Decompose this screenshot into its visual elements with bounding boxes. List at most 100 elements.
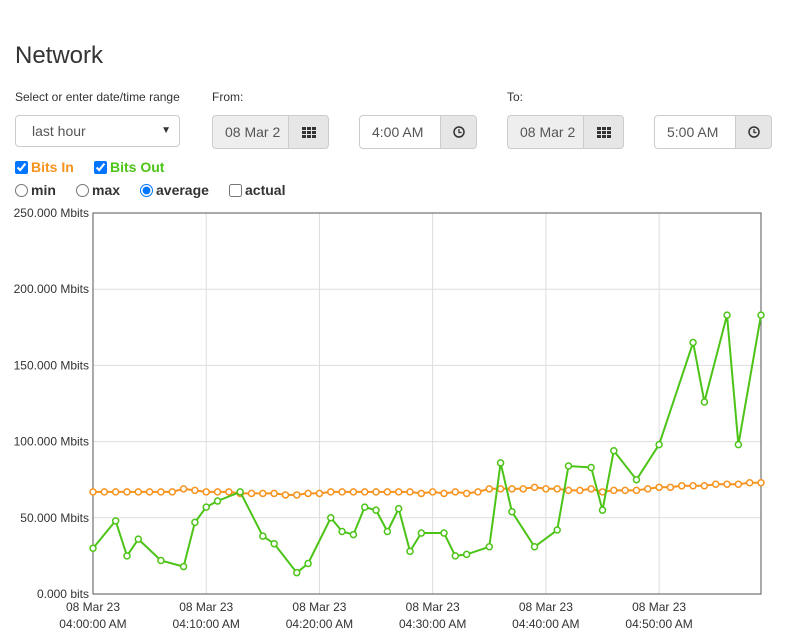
range-select[interactable]: last hour ▼︎ xyxy=(15,115,180,147)
bits-in-point xyxy=(451,488,460,496)
from-date-group: 08 Mar 2 xyxy=(212,115,329,149)
bits-in-point xyxy=(610,486,618,495)
bits-in-point xyxy=(394,488,403,496)
bits-in-point xyxy=(677,482,686,490)
y-tick-label: 150.000 Mbits xyxy=(14,358,89,372)
bits-in-point xyxy=(621,486,629,495)
bits-in-series xyxy=(89,478,765,499)
bits-in-point xyxy=(417,489,426,498)
bits-in-point xyxy=(508,485,516,493)
mode-actual[interactable]: actual xyxy=(229,182,285,198)
bits-in-point xyxy=(406,488,414,496)
x-tick-date: 08 Mar 23 xyxy=(632,600,686,614)
bits-in-point xyxy=(89,488,97,496)
bits-in-point xyxy=(734,480,743,489)
mode-min-radio[interactable] xyxy=(15,183,28,197)
mode-max[interactable]: max xyxy=(76,182,120,198)
bits-in-toggle[interactable]: Bits In xyxy=(15,159,74,175)
bits-out-point xyxy=(191,518,199,527)
plot-border xyxy=(92,212,762,595)
bits-out-point xyxy=(327,514,335,522)
bits-in-point xyxy=(281,491,290,499)
to-date-group: 08 Mar 2 xyxy=(507,115,624,149)
bits-in-point xyxy=(485,485,494,493)
bits-out-point xyxy=(360,503,369,511)
bits-in-point xyxy=(349,488,358,496)
plot-area xyxy=(93,213,761,594)
mode-actual-checkbox[interactable] xyxy=(229,183,242,197)
bits-out-point xyxy=(632,475,641,484)
bits-out-checkbox[interactable] xyxy=(94,160,107,174)
bits-in-point xyxy=(191,486,199,495)
bits-in-point xyxy=(564,486,573,495)
bits-in-point xyxy=(655,483,663,492)
bits-in-point xyxy=(496,485,505,493)
bits-out-point xyxy=(655,440,663,449)
to-label: To: xyxy=(507,90,524,104)
bits-out-point xyxy=(157,556,165,565)
x-tick-date: 08 Mar 23 xyxy=(292,600,346,614)
bits-out-point xyxy=(372,506,380,514)
from-date-input[interactable]: 08 Mar 2 xyxy=(212,115,288,149)
bits-out-point xyxy=(179,562,188,571)
from-clock-button[interactable] xyxy=(440,115,477,149)
bits-out-point xyxy=(111,517,120,525)
bits-out-point xyxy=(700,398,709,406)
bits-out-point xyxy=(349,530,358,539)
bits-out-point xyxy=(496,459,505,467)
y-tick-label: 0.000 bits xyxy=(37,587,89,601)
mode-max-radio[interactable] xyxy=(76,183,89,197)
bits-out-toggle[interactable]: Bits Out xyxy=(94,159,164,175)
bits-in-point xyxy=(644,485,652,493)
bits-out-point xyxy=(553,526,561,534)
from-label: From: xyxy=(212,90,244,104)
x-tick-time: 04:10:00 AM xyxy=(173,617,240,631)
bits-in-point xyxy=(553,485,561,493)
to-date-input[interactable]: 08 Mar 2 xyxy=(507,115,583,149)
mode-average[interactable]: average xyxy=(140,182,209,198)
clock-icon xyxy=(747,126,760,138)
bits-in-point xyxy=(700,482,709,490)
bits-in-point xyxy=(123,488,131,496)
bits-out-point xyxy=(564,462,573,470)
bits-in-point xyxy=(360,488,369,496)
bits-in-checkbox[interactable] xyxy=(15,160,28,174)
from-calendar-button[interactable] xyxy=(288,115,329,149)
bits-in-point xyxy=(632,486,641,495)
chevron-down-icon: ▼︎ xyxy=(161,125,171,136)
bits-in-point xyxy=(293,491,301,499)
bits-out-point xyxy=(304,559,312,568)
x-tick-time: 04:50:00 AM xyxy=(625,617,692,631)
bits-out-point xyxy=(508,507,516,516)
bits-out-point xyxy=(123,552,131,560)
to-time-input[interactable]: 5:00 AM xyxy=(654,115,735,149)
bits-out-point xyxy=(485,543,494,551)
bits-in-point xyxy=(757,478,765,487)
mode-min[interactable]: min xyxy=(15,182,56,198)
bits-out-point xyxy=(406,547,414,556)
bits-in-point xyxy=(213,488,222,496)
to-time-group: 5:00 AM xyxy=(654,115,772,149)
bits-out-point xyxy=(259,532,267,540)
bits-out-point xyxy=(134,535,143,543)
x-tick-time: 04:30:00 AM xyxy=(399,617,466,631)
bits-in-point xyxy=(462,489,471,498)
bits-in-point xyxy=(111,488,120,496)
bits-in-point xyxy=(247,489,256,498)
bits-in-point xyxy=(270,489,278,498)
bits-out-point xyxy=(689,338,697,347)
x-tick-date: 08 Mar 23 xyxy=(406,600,460,614)
to-clock-button[interactable] xyxy=(735,115,772,149)
bits-in-point xyxy=(711,480,720,489)
bits-in-point xyxy=(134,488,143,496)
from-time-input[interactable]: 4:00 AM xyxy=(359,115,440,149)
bits-out-label: Bits Out xyxy=(110,159,165,175)
mode-max-label: max xyxy=(92,182,121,198)
to-calendar-button[interactable] xyxy=(583,115,624,149)
mode-average-radio[interactable] xyxy=(140,183,153,197)
mode-min-label: min xyxy=(31,182,56,198)
bits-in-point xyxy=(587,485,595,493)
bits-out-point xyxy=(338,527,346,536)
page-title: Network xyxy=(15,42,104,69)
calendar-icon xyxy=(596,126,611,138)
